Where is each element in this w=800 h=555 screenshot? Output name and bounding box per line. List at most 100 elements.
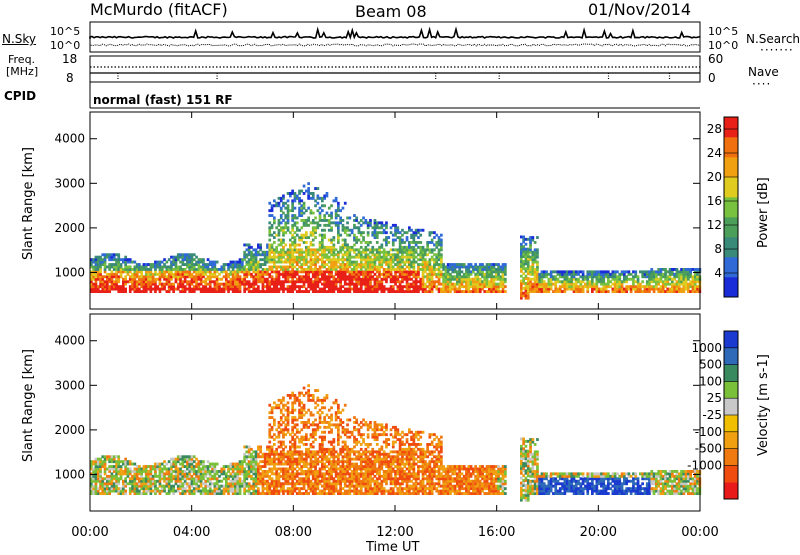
velocity-cell [111,455,114,458]
velocity-cell [300,482,303,485]
power-cell [520,280,523,283]
power-cell [307,280,310,283]
power-cell [296,221,299,224]
velocity-cell [282,482,285,485]
power-cell [529,258,532,261]
power-cell [376,221,379,224]
power-cell [433,244,436,247]
power-cell [273,199,276,202]
velocity-cell [234,482,237,485]
power-cell [406,246,409,249]
power-cell [360,253,363,256]
power-cell [330,253,333,256]
power-cell [358,270,361,273]
power-cell [458,268,461,271]
velocity-cell [291,426,294,429]
power-cell [641,280,644,283]
power-cell [307,246,310,249]
power-cell [392,248,395,251]
velocity-cell [271,446,274,449]
power-cell [273,290,276,293]
velocity-cell [287,460,290,463]
power-cell [676,273,679,276]
velocity-cell [278,399,281,402]
power-cell [360,258,363,261]
power-cell [303,251,306,254]
power-cell [486,278,489,281]
power-cell [522,294,525,297]
power-cell [339,248,342,251]
power-cell [538,280,541,283]
power-cell [417,290,420,293]
power-cell [294,273,297,276]
velocity-cell [145,475,148,478]
power-cell [383,239,386,242]
power-cell [300,268,303,271]
power-cell [108,273,111,276]
velocity-cell [310,446,313,449]
power-cell [410,253,413,256]
velocity-cell [307,468,310,471]
power-cell [614,278,617,281]
power-cell [124,288,127,291]
power-cell [685,273,688,276]
velocity-cell [223,487,226,490]
velocity-cell [294,487,297,490]
power-cell [419,263,422,266]
power-cell [676,280,679,283]
power-cell [344,229,347,232]
power-cell [582,278,585,281]
power-cell [596,270,599,273]
velocity-cell [248,470,251,473]
velocity-cell [268,411,271,414]
velocity-cell [257,455,260,458]
velocity-cell [223,485,226,488]
power-cell [124,290,127,293]
power-cell [193,285,196,288]
velocity-cell [239,482,242,485]
power-cell [559,280,562,283]
velocity-cell [291,465,294,468]
velocity-cell [117,460,120,463]
power-cell [410,270,413,273]
velocity-cell [246,463,249,466]
velocity-cell [143,477,146,480]
velocity-cell [243,492,246,495]
power-cell [101,263,104,266]
power-cell [307,224,310,227]
power-cell [548,278,551,281]
power-cell [234,273,237,276]
power-cell [227,280,230,283]
velocity-cell [273,406,276,409]
velocity-cell [134,468,137,471]
power-cell [472,266,475,269]
power-cell [532,268,535,271]
power-cell [417,258,420,261]
power-cell [287,268,290,271]
power-cell [131,285,134,288]
velocity-cell [200,460,203,463]
power-cell [374,253,377,256]
velocity-cell [307,419,310,422]
velocity-cell [305,482,308,485]
velocity-cell [296,460,299,463]
power-cell [209,280,212,283]
velocity-cell [294,475,297,478]
power-cell [182,273,185,276]
velocity-cell [310,423,313,426]
power-cell [392,290,395,293]
power-cell [602,280,605,283]
power-cell [330,280,333,283]
power-cell [152,278,155,281]
power-cell [689,280,692,283]
power-cell [403,261,406,264]
velocity-cell [101,465,104,468]
power-cell [330,290,333,293]
power-cell [159,263,162,266]
power-cell [326,248,329,251]
power-cell [161,273,164,276]
power-cell [330,273,333,276]
power-cell [284,273,287,276]
velocity-cell [300,470,303,473]
velocity-cell [294,472,297,475]
